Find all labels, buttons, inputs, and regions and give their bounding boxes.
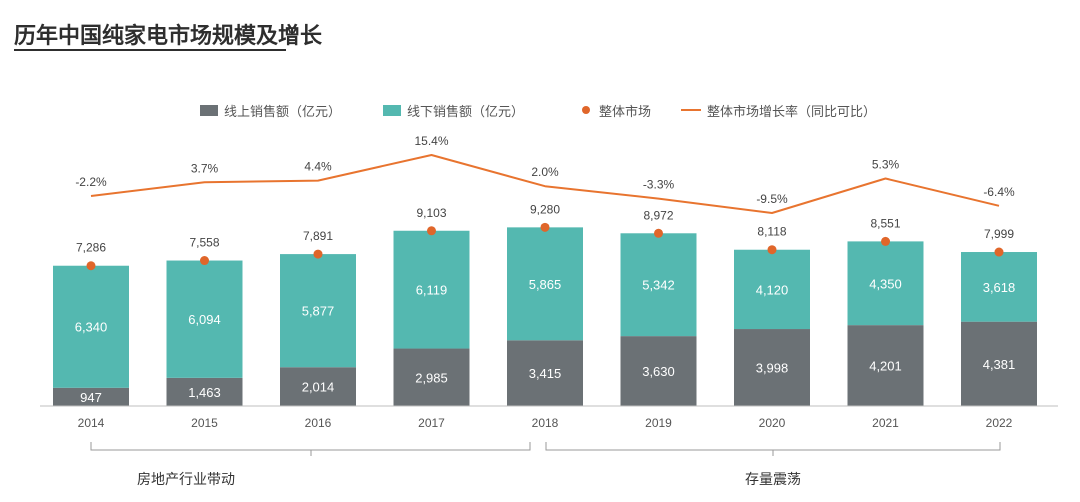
x-tick-label: 2020: [759, 416, 786, 430]
growth-rate-label: 5.3%: [872, 158, 900, 172]
online-value-label: 3,630: [642, 364, 675, 379]
x-tick-labels: 2014 2015 2016 2017 2018 2019 2020 2021 2022: [78, 416, 1013, 430]
bar-offline-2022: [961, 252, 1037, 322]
legend: 线上销售额（亿元） 线下销售额（亿元） 整体市场 整体市场增长率（同比可比）: [200, 104, 876, 120]
title-underline: [14, 49, 286, 51]
totals: 7,286 7,558 7,891 9,103 9,280 8,972 8,118 8,551…: [76, 202, 1014, 271]
bar-online-2019: [620, 336, 697, 406]
bar-offline-2016: [280, 254, 356, 368]
offline-value-label: 6,340: [75, 320, 108, 335]
growth-rate-label: -2.2%: [75, 175, 107, 189]
market-total-label: 9,280: [530, 202, 560, 216]
market-total-label: 7,286: [76, 241, 106, 255]
legend-label-offline: 线下销售额（亿元）: [407, 104, 524, 120]
growth-rate-label: -3.3%: [643, 178, 675, 192]
offline-value-label: 4,120: [756, 282, 789, 297]
offline-value-label: 5,865: [529, 277, 562, 292]
growth-series: -2.2% 3.7% 4.4% 15.4% 2.0% -3.3% -9.5% 5.3% -6.4…: [75, 134, 1015, 214]
market-total-label: 8,118: [757, 225, 786, 239]
x-tick-label: 2015: [191, 416, 218, 430]
legend-marker-market: [582, 106, 590, 114]
x-tick-label: 2018: [532, 416, 559, 430]
online-value-label: 3,998: [756, 361, 789, 376]
phase-label-2: 存量震荡: [745, 472, 801, 488]
offline-value-label: 5,342: [642, 278, 675, 293]
growth-rate-label: 3.7%: [191, 161, 219, 175]
growth-rate-label: 15.4%: [414, 134, 448, 148]
growth-rate-label: -6.4%: [983, 185, 1015, 199]
online-value-label: 4,201: [869, 359, 902, 374]
bar-offline-2015: [166, 260, 243, 378]
bar-online-2014: [53, 387, 129, 406]
bar-offline-2021: [847, 241, 924, 326]
phase-label-1: 房地产行业带动: [137, 472, 235, 488]
offline-value-label: 6,119: [416, 283, 448, 298]
growth-rate-label: 4.4%: [304, 160, 332, 174]
market-total-marker: [767, 245, 777, 255]
market-total-marker: [313, 249, 323, 259]
bar-online-2016: [280, 367, 356, 406]
market-total-label: 7,999: [984, 227, 1014, 241]
phase-bracket-1: [90, 442, 531, 451]
bars: [53, 227, 1037, 406]
growth-rate-label: 2.0%: [531, 165, 559, 179]
offline-value-label: 5,877: [302, 304, 335, 319]
market-total-label: 7,558: [189, 236, 219, 250]
bar-online-2020: [734, 329, 810, 406]
x-tick-label: 2022: [986, 416, 1013, 430]
market-total-marker: [881, 236, 890, 246]
x-tick-label: 2021: [872, 416, 899, 430]
market-total-label: 8,551: [870, 216, 900, 230]
bar-online-2021: [847, 325, 924, 406]
legend-swatch-online: [200, 105, 218, 116]
bar-offline-2019: [620, 233, 697, 337]
market-total-label: 8,972: [643, 208, 673, 222]
bar-offline-2014: [53, 265, 129, 388]
online-value-label: 2,014: [302, 380, 335, 395]
x-tick-label: 2014: [78, 416, 105, 430]
offline-value-label: 6,094: [188, 312, 221, 327]
market-total-marker: [200, 256, 209, 266]
bar-online-2018: [507, 340, 583, 406]
market-total-marker: [994, 247, 1004, 257]
bar-offline-2018: [507, 227, 583, 341]
online-value-label: 2,985: [415, 370, 448, 385]
market-total-marker: [86, 261, 96, 271]
offline-value-label: 3,618: [983, 280, 1016, 295]
online-value-label: 3,415: [529, 366, 562, 381]
offline-value-label: 4,350: [869, 276, 902, 291]
market-total-label: 9,103: [416, 206, 446, 220]
x-tick-label: 2019: [645, 416, 672, 430]
bar-online-2017: [393, 348, 470, 406]
market-total-marker: [427, 226, 436, 236]
bar-online-2015: [166, 377, 243, 406]
phase-annotation-1: 房地产行业带动: [90, 442, 531, 488]
chart-title: 历年中国纯家电市场规模及增长: [14, 24, 323, 49]
bar-offline-2020: [734, 249, 810, 330]
market-total-marker: [540, 222, 550, 232]
bar-offline-2017: [393, 230, 470, 349]
legend-label-growth: 整体市场增长率（同比可比）: [707, 104, 876, 120]
market-total-marker: [654, 228, 663, 238]
growth-line: [90, 154, 1000, 214]
online-value-label: 4,381: [983, 357, 1016, 372]
bar-online-2022: [961, 321, 1037, 406]
growth-rate-label: -9.5%: [756, 192, 788, 206]
x-tick-label: 2017: [418, 416, 445, 430]
segment-labels: 947 6,340 1,463 6,094 2,014 5,877 2,985 6,119 3,…: [75, 276, 1016, 405]
phase-bracket-2: [545, 442, 1001, 451]
phase-annotation-2: 存量震荡: [545, 442, 1001, 488]
x-tick-label: 2016: [305, 416, 332, 430]
legend-swatch-offline: [383, 105, 401, 116]
legend-label-market: 整体市场: [599, 104, 651, 120]
online-value-label: 947: [80, 390, 102, 405]
legend-label-online: 线上销售额（亿元）: [224, 104, 341, 120]
online-value-label: 1,463: [188, 385, 221, 400]
market-total-label: 7,891: [303, 229, 333, 243]
